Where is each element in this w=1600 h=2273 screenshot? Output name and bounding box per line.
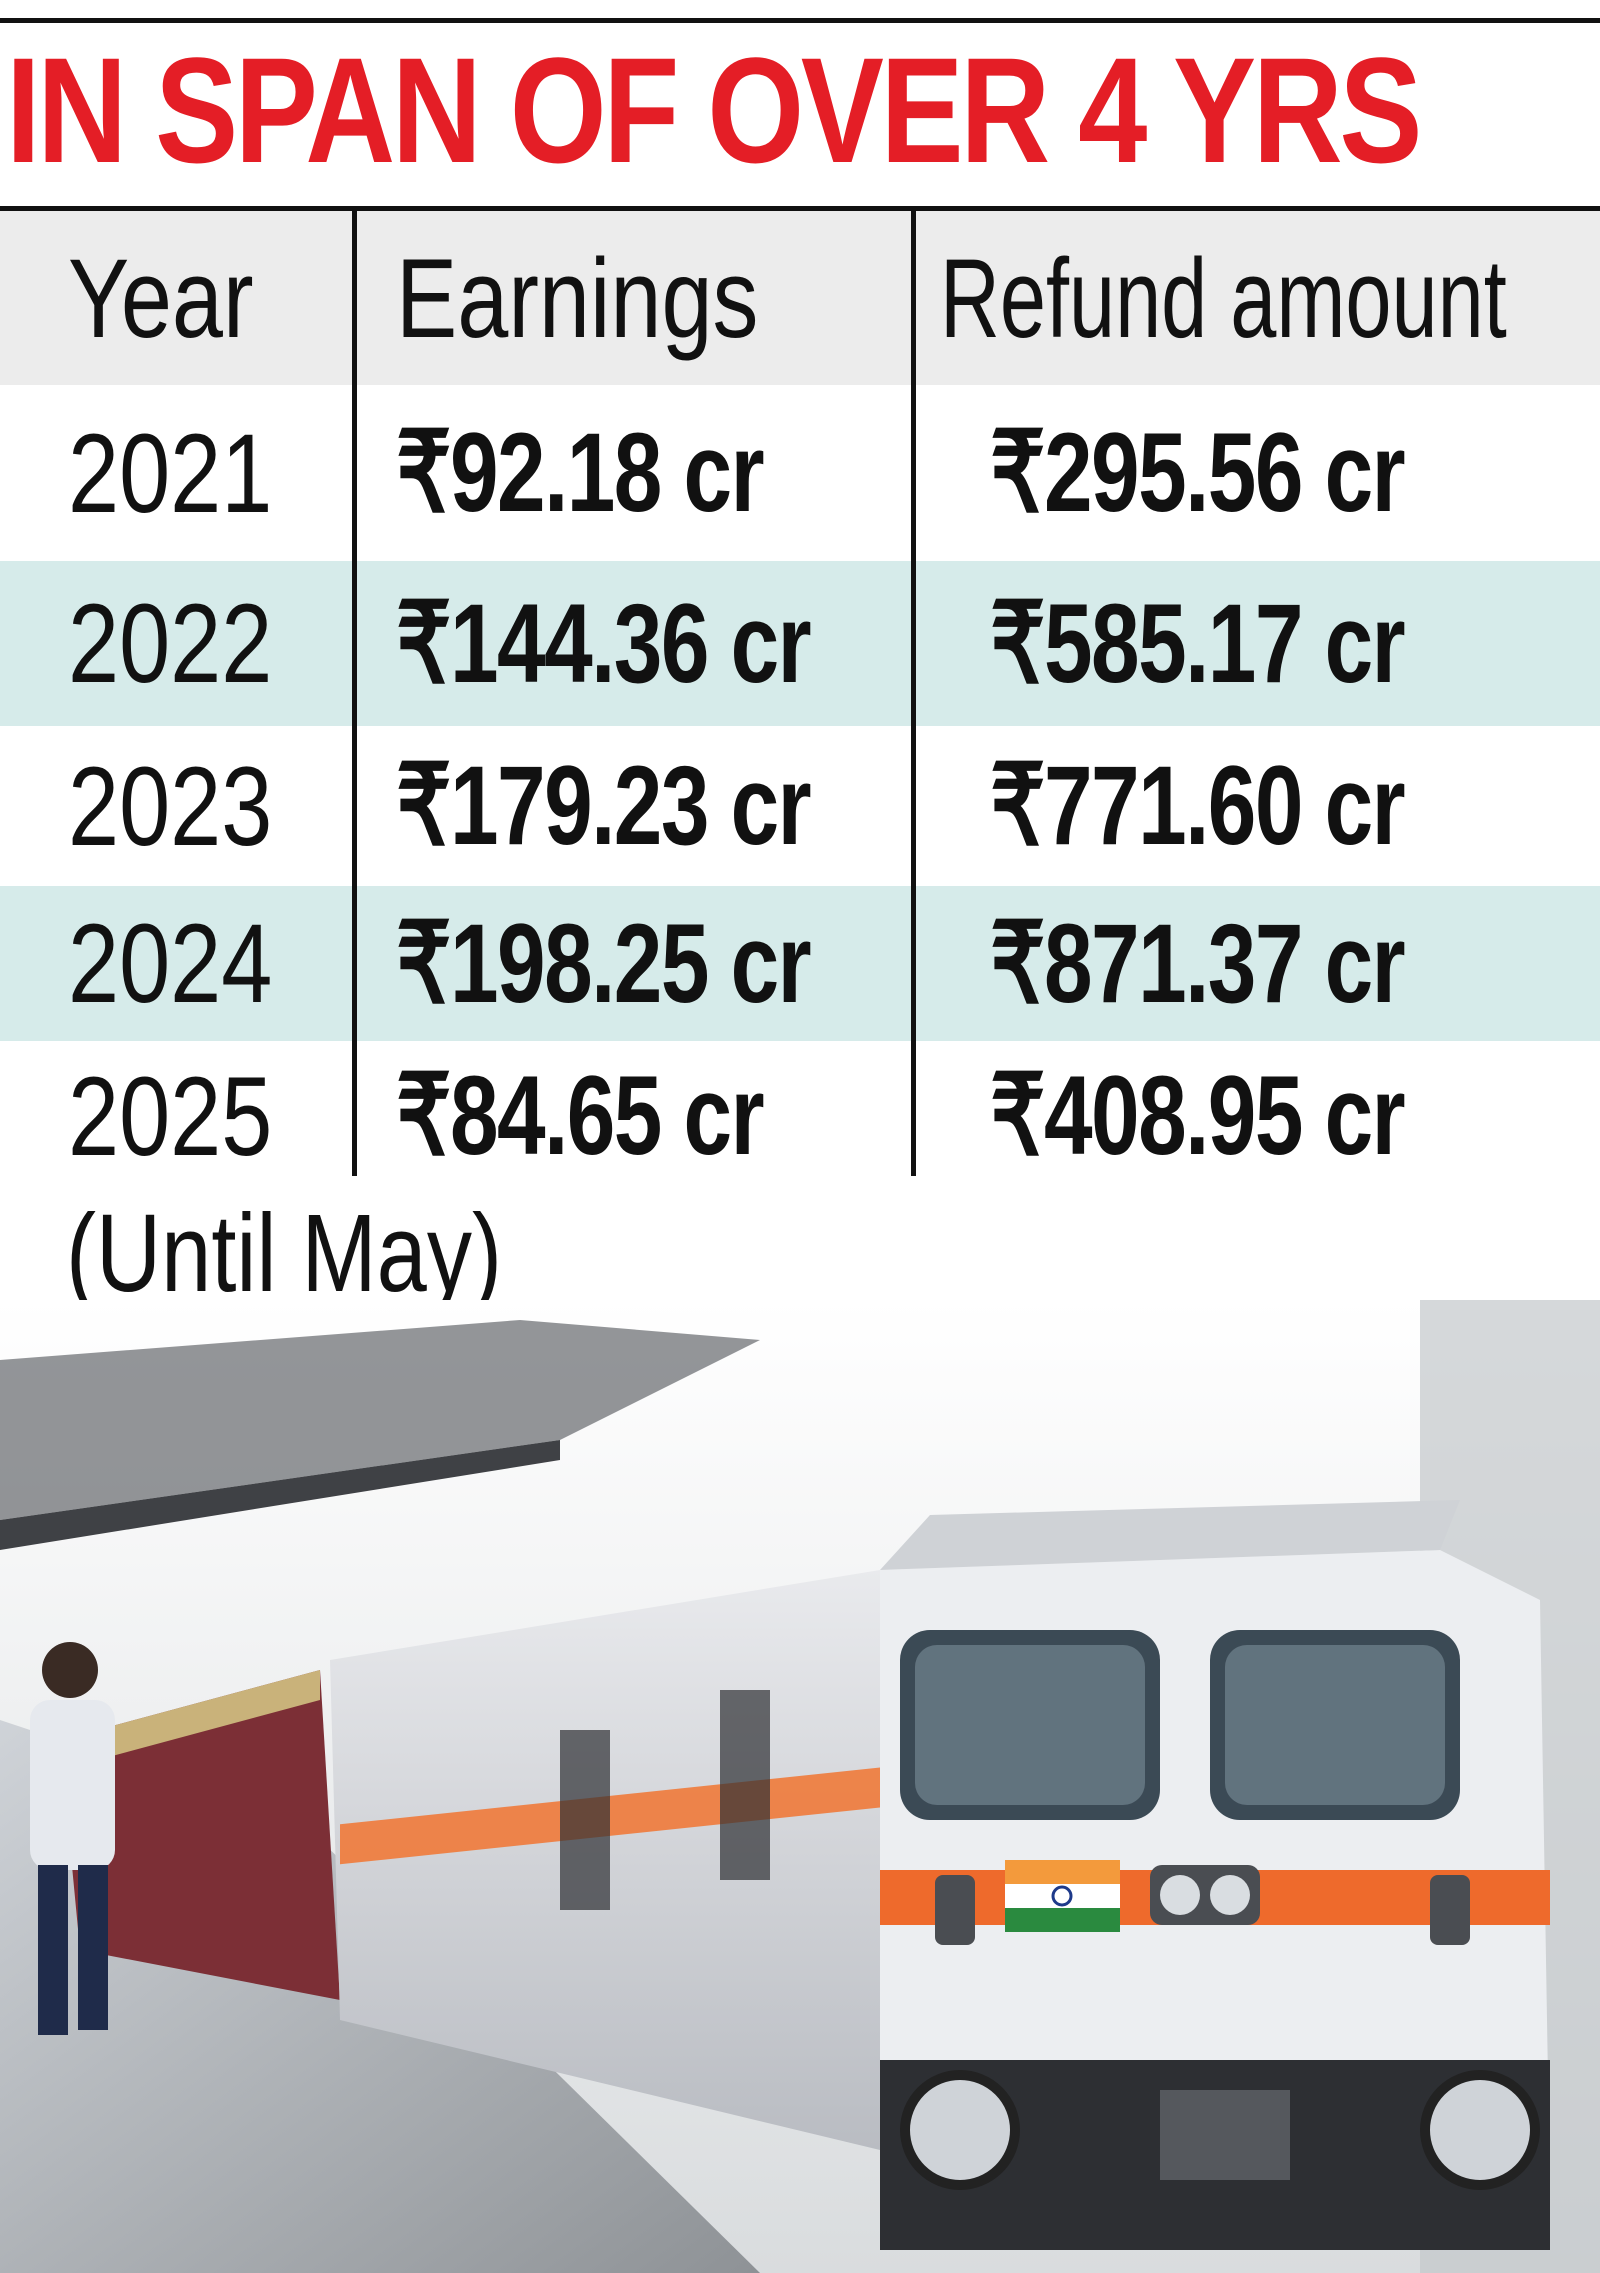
- table-row: 2023 ₹179.23 cr ₹771.60 cr: [0, 726, 1600, 886]
- table-row: 2024 ₹198.25 cr ₹871.37 cr: [0, 886, 1600, 1041]
- locomotive-photo: [0, 1300, 1600, 2273]
- refund-cell: ₹295.56 cr: [990, 410, 1406, 535]
- year-cell: 2025: [68, 1053, 273, 1179]
- earnings-cell: ₹179.23 cr: [396, 743, 812, 868]
- year-cell: 2022: [68, 581, 273, 706]
- table-header: Year Earnings Refund amount: [0, 211, 1600, 385]
- column-header-earnings: Earnings: [396, 235, 759, 361]
- refund-cell: ₹771.60 cr: [990, 743, 1406, 868]
- refund-cell: ₹585.17 cr: [990, 580, 1406, 706]
- refund-cell: ₹408.95 cr: [990, 1053, 1406, 1178]
- footnote: (Until May): [66, 1192, 502, 1315]
- title-rule: [0, 206, 1600, 211]
- column-divider: [911, 211, 916, 1176]
- column-header-refund: Refund amount: [940, 235, 1507, 361]
- year-cell: 2023: [68, 743, 273, 869]
- refund-cell: ₹871.37 cr: [990, 900, 1406, 1026]
- headline: IN SPAN OF OVER 4 YRS: [6, 26, 1422, 194]
- year-cell: 2024: [68, 901, 273, 1026]
- year-cell: 2021: [68, 410, 273, 536]
- table-row: 2022 ₹144.36 cr ₹585.17 cr: [0, 561, 1600, 726]
- column-header-year: Year: [68, 235, 254, 361]
- earnings-cell: ₹198.25 cr: [396, 900, 812, 1026]
- table-row: 2025 ₹84.65 cr ₹408.95 cr: [0, 1041, 1600, 1191]
- earnings-cell: ₹84.65 cr: [396, 1053, 765, 1178]
- earnings-cell: ₹144.36 cr: [396, 580, 812, 706]
- column-divider: [352, 211, 357, 1176]
- earnings-cell: ₹92.18 cr: [396, 410, 765, 535]
- table-row: 2021 ₹92.18 cr ₹295.56 cr: [0, 385, 1600, 561]
- top-rule: [0, 18, 1600, 23]
